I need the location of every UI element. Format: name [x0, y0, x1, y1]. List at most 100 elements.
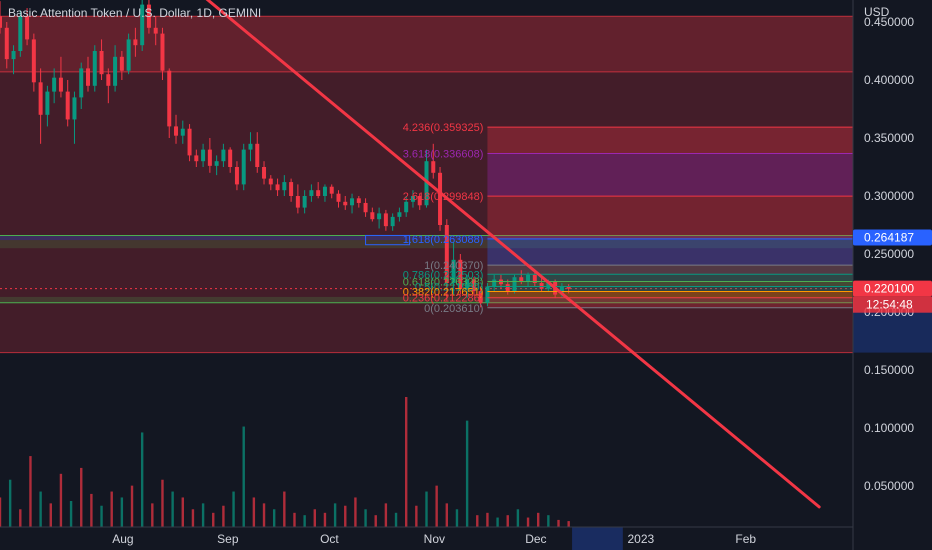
volume-bar	[496, 517, 499, 527]
fib-band	[487, 196, 853, 239]
candle-body	[45, 91, 50, 115]
candle-body	[72, 97, 77, 120]
volume-bar	[8, 479, 12, 527]
candle-body	[18, 16, 23, 51]
candle-body	[160, 33, 165, 71]
volume-bar	[69, 501, 73, 527]
candle	[410, 190, 415, 208]
candle	[424, 149, 429, 208]
volume-bar	[445, 503, 449, 527]
candle-body	[180, 128, 185, 136]
candle-body	[119, 56, 124, 71]
chart-title: Basic Attention Token / U.S. Dollar, 1D,…	[8, 6, 261, 20]
currency-label: USD	[864, 5, 890, 19]
volume-bar	[151, 503, 154, 527]
candle	[505, 279, 510, 295]
time-tick-label: Sep	[217, 532, 239, 546]
candle-body	[146, 4, 151, 28]
candle	[92, 45, 97, 92]
candle-body	[397, 212, 402, 217]
volume-bar	[323, 512, 327, 527]
candle	[4, 22, 9, 69]
volume-bar	[120, 497, 124, 527]
candle	[106, 68, 111, 104]
price-axis[interactable]: 0.450000 0.400000 0.350000 0.300000 0.250000…	[864, 15, 914, 493]
candle-body	[65, 91, 70, 120]
volume-bar	[415, 505, 418, 527]
fib-band	[487, 265, 853, 275]
candle	[377, 207, 382, 229]
time-axis[interactable]: Aug Sep Oct Nov Dec 2023 Feb	[112, 532, 756, 546]
fib-band	[487, 127, 853, 154]
volume-bar	[313, 509, 316, 527]
candle-body	[58, 77, 63, 92]
candle	[65, 80, 70, 127]
candle-body	[444, 225, 449, 283]
trendline[interactable]	[205, 0, 821, 509]
candle-body	[519, 277, 524, 282]
price-badge	[853, 280, 932, 297]
candle	[248, 132, 253, 162]
candle-body	[255, 143, 260, 167]
candle-body	[316, 190, 321, 196]
candle	[383, 209, 388, 231]
volume-bar	[516, 509, 520, 527]
countdown-badge	[853, 296, 932, 313]
countdown-label: 12:54:48	[866, 298, 913, 312]
candle	[99, 39, 104, 80]
volume-bar	[262, 503, 266, 527]
candle-body	[539, 283, 544, 289]
candle-body	[126, 39, 131, 71]
candle	[187, 124, 192, 162]
candle	[207, 138, 212, 173]
candle-body	[153, 27, 158, 34]
volume-bar	[130, 485, 134, 527]
time-range-highlight	[572, 527, 623, 550]
price-badge-label: 0.264187	[864, 231, 914, 245]
volume-bar	[161, 479, 164, 527]
candle	[11, 45, 16, 75]
candle-body	[370, 212, 375, 220]
candle-body	[11, 51, 16, 60]
time-tick-label: Feb	[735, 532, 756, 546]
time-tick-label: Aug	[112, 532, 133, 546]
candle-body	[99, 51, 104, 75]
candle-body	[417, 196, 422, 206]
candle-body	[471, 279, 476, 292]
candle-body	[25, 16, 30, 40]
price-badges: 0.264187 0.220100 12:54:48	[853, 229, 932, 313]
candle	[126, 33, 131, 75]
price-tick-label: 0.150000	[864, 363, 914, 377]
volume-bar	[90, 493, 93, 527]
candle-body	[438, 172, 443, 225]
price-tick-label: 0.300000	[864, 189, 914, 203]
candle	[438, 167, 443, 231]
candle	[194, 149, 199, 167]
candle	[397, 207, 402, 222]
candle-body	[532, 274, 537, 283]
candle-body	[4, 27, 9, 60]
candle-body	[410, 196, 415, 202]
volume-bar	[80, 467, 83, 527]
volume-bar	[486, 512, 489, 527]
volume-bar	[557, 519, 560, 527]
candle	[322, 184, 327, 202]
candle	[146, 0, 151, 34]
zone-band	[0, 235, 854, 241]
candle-body	[106, 74, 111, 86]
volume-bar	[344, 505, 347, 527]
volume-bar	[49, 503, 52, 527]
fib-band	[487, 274, 853, 282]
candle	[31, 33, 36, 92]
candle	[363, 198, 368, 217]
volume-bar	[364, 509, 367, 527]
fib-band	[487, 286, 853, 292]
volume-bar	[222, 505, 225, 527]
candle-body	[38, 82, 43, 115]
candle	[140, 0, 145, 51]
candle	[228, 147, 233, 173]
candle	[309, 184, 314, 202]
candle	[234, 161, 239, 191]
candle-body	[431, 161, 436, 173]
